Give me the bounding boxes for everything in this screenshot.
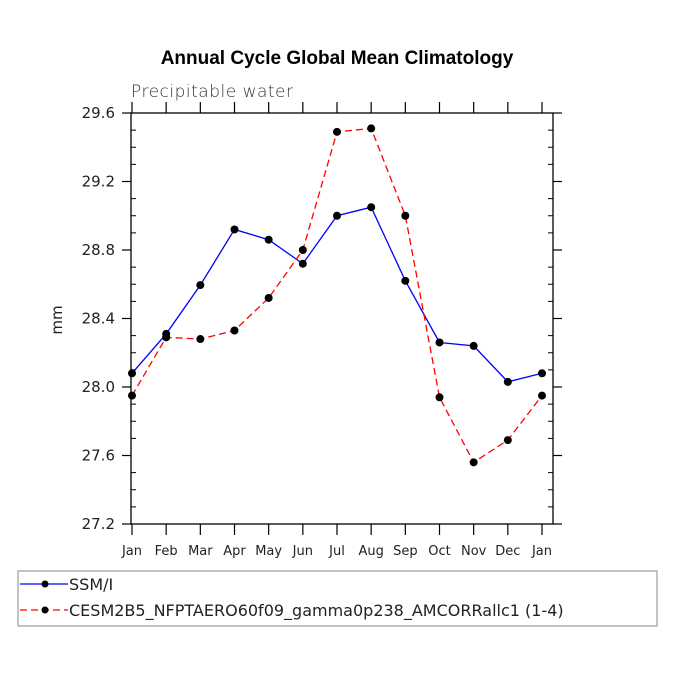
data-point-0 xyxy=(333,211,341,220)
data-point-1 xyxy=(298,246,307,254)
x-tick-label: Feb xyxy=(155,544,178,559)
data-point-0 xyxy=(367,203,376,212)
y-tick-label: 28.4 xyxy=(82,310,115,328)
y-tick-label: 29.6 xyxy=(82,104,115,122)
x-tick-label: Aug xyxy=(358,544,383,559)
x-tick-label: Jul xyxy=(328,544,345,559)
data-point-1 xyxy=(230,326,239,335)
x-tick-label: Nov xyxy=(461,544,487,559)
series-group xyxy=(128,124,546,467)
data-point-0 xyxy=(264,235,273,244)
data-point-1 xyxy=(264,293,273,302)
data-point-0 xyxy=(128,369,136,378)
x-tick-label: Jun xyxy=(292,544,313,559)
x-tick-label: Dec xyxy=(495,544,520,559)
data-point-1 xyxy=(196,335,205,344)
legend-box xyxy=(17,570,658,627)
data-point-1 xyxy=(538,391,546,400)
x-tick-label: Mar xyxy=(188,544,213,559)
legend: SSM/I CESM2B5_NFPTAERO60f09_gamma0p238_A… xyxy=(17,570,658,627)
x-tick-label: Apr xyxy=(223,544,246,559)
data-point-0 xyxy=(401,276,410,285)
data-point-0 xyxy=(435,338,444,347)
x-tick-label: Jan xyxy=(121,544,142,559)
y-tick-label: 27.6 xyxy=(82,447,115,465)
plot-frame xyxy=(130,112,554,525)
data-point-0 xyxy=(298,259,307,268)
y-tick-label: 29.2 xyxy=(82,173,115,191)
x-tick-label: May xyxy=(255,544,282,559)
data-point-1 xyxy=(333,127,341,136)
data-point-0 xyxy=(469,341,478,350)
data-point-1 xyxy=(435,393,444,402)
data-point-1 xyxy=(401,211,410,220)
axes: 27.2 27.6 28.0 28.4 28.8 29.2 29.6 Jan Feb Mar Apr… xyxy=(82,102,562,559)
legend-label-cesm: CESM2B5_NFPTAERO60f09_gamma0p238_AMCORRa… xyxy=(69,601,564,621)
series-line-0 xyxy=(131,206,543,383)
legend-label-ssmi: SSM/I xyxy=(69,575,113,594)
chart-subtitle: Precipitable water xyxy=(131,82,294,102)
data-point-1 xyxy=(367,124,376,133)
y-axis-label: mm xyxy=(48,305,66,334)
x-tick-label: Oct xyxy=(428,544,450,559)
chart-title: Annual Cycle Global Mean Climatology xyxy=(161,48,514,69)
legend-marker-cesm xyxy=(41,606,49,614)
data-point-1 xyxy=(128,391,136,400)
y-tick-label: 28.8 xyxy=(82,241,115,259)
data-point-1 xyxy=(162,333,171,342)
y-tick-label: 27.2 xyxy=(82,515,115,533)
x-tick-label: Sep xyxy=(393,544,418,559)
data-point-0 xyxy=(196,281,205,290)
data-point-0 xyxy=(503,377,512,386)
data-point-1 xyxy=(503,436,512,445)
y-tick-label: 28.0 xyxy=(82,378,115,396)
legend-marker-ssmi xyxy=(41,580,49,588)
data-point-1 xyxy=(469,458,478,467)
data-point-0 xyxy=(538,369,546,378)
data-point-0 xyxy=(230,225,239,234)
x-tick-label: Jan xyxy=(531,544,552,559)
